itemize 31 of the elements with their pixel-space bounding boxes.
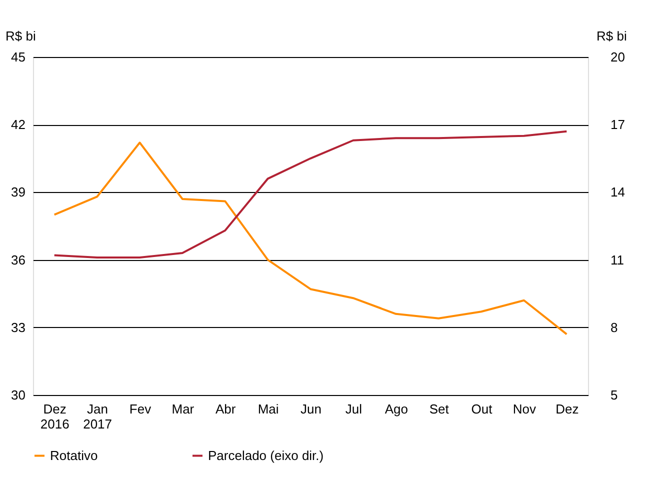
y-tick-label: 36 — [11, 252, 26, 268]
y-tick-label: 42 — [11, 117, 26, 132]
x-tick-label: Jun — [300, 402, 322, 416]
line-series — [53, 142, 568, 336]
y2-tick-label: 11 — [610, 252, 624, 268]
x-tick-label: Ago — [384, 402, 408, 416]
y2-tick-label: 14 — [610, 184, 625, 200]
y2-tick-label: 8 — [610, 320, 618, 335]
y-axis-title: R$ bi — [6, 28, 36, 44]
x-tick-label: Mar — [172, 402, 195, 416]
x-tick-label: Fev — [129, 402, 152, 416]
x-tick-label: Abr — [216, 402, 236, 416]
x-tick-label: Set — [429, 402, 450, 416]
line-series — [53, 130, 568, 259]
x-tick-label: Mai — [258, 402, 279, 416]
x-tick-label: Dez 2016 — [40, 402, 70, 432]
y-tick-label: 45 — [11, 50, 26, 64]
y-tick-label: 33 — [11, 320, 26, 335]
x-tick-label: Out — [471, 402, 493, 416]
y2-tick-label: 17 — [610, 117, 625, 132]
y-tick-label: 39 — [11, 184, 26, 200]
y2-tick-label: 5 — [610, 388, 618, 402]
x-tick-label: Jan 2017 — [83, 402, 112, 432]
x-tick-label: Nov — [512, 402, 537, 416]
x-tick-label: Jul — [345, 402, 362, 416]
y-tick-label: 30 — [11, 388, 26, 402]
legend-label: Rotativo — [50, 448, 98, 463]
legend-label: Parcelado (eixo dir.) — [208, 448, 324, 463]
y2-tick-label: 20 — [610, 50, 625, 64]
x-tick-label: Dez — [556, 402, 579, 416]
y2-axis-title: R$ bi — [596, 28, 627, 44]
